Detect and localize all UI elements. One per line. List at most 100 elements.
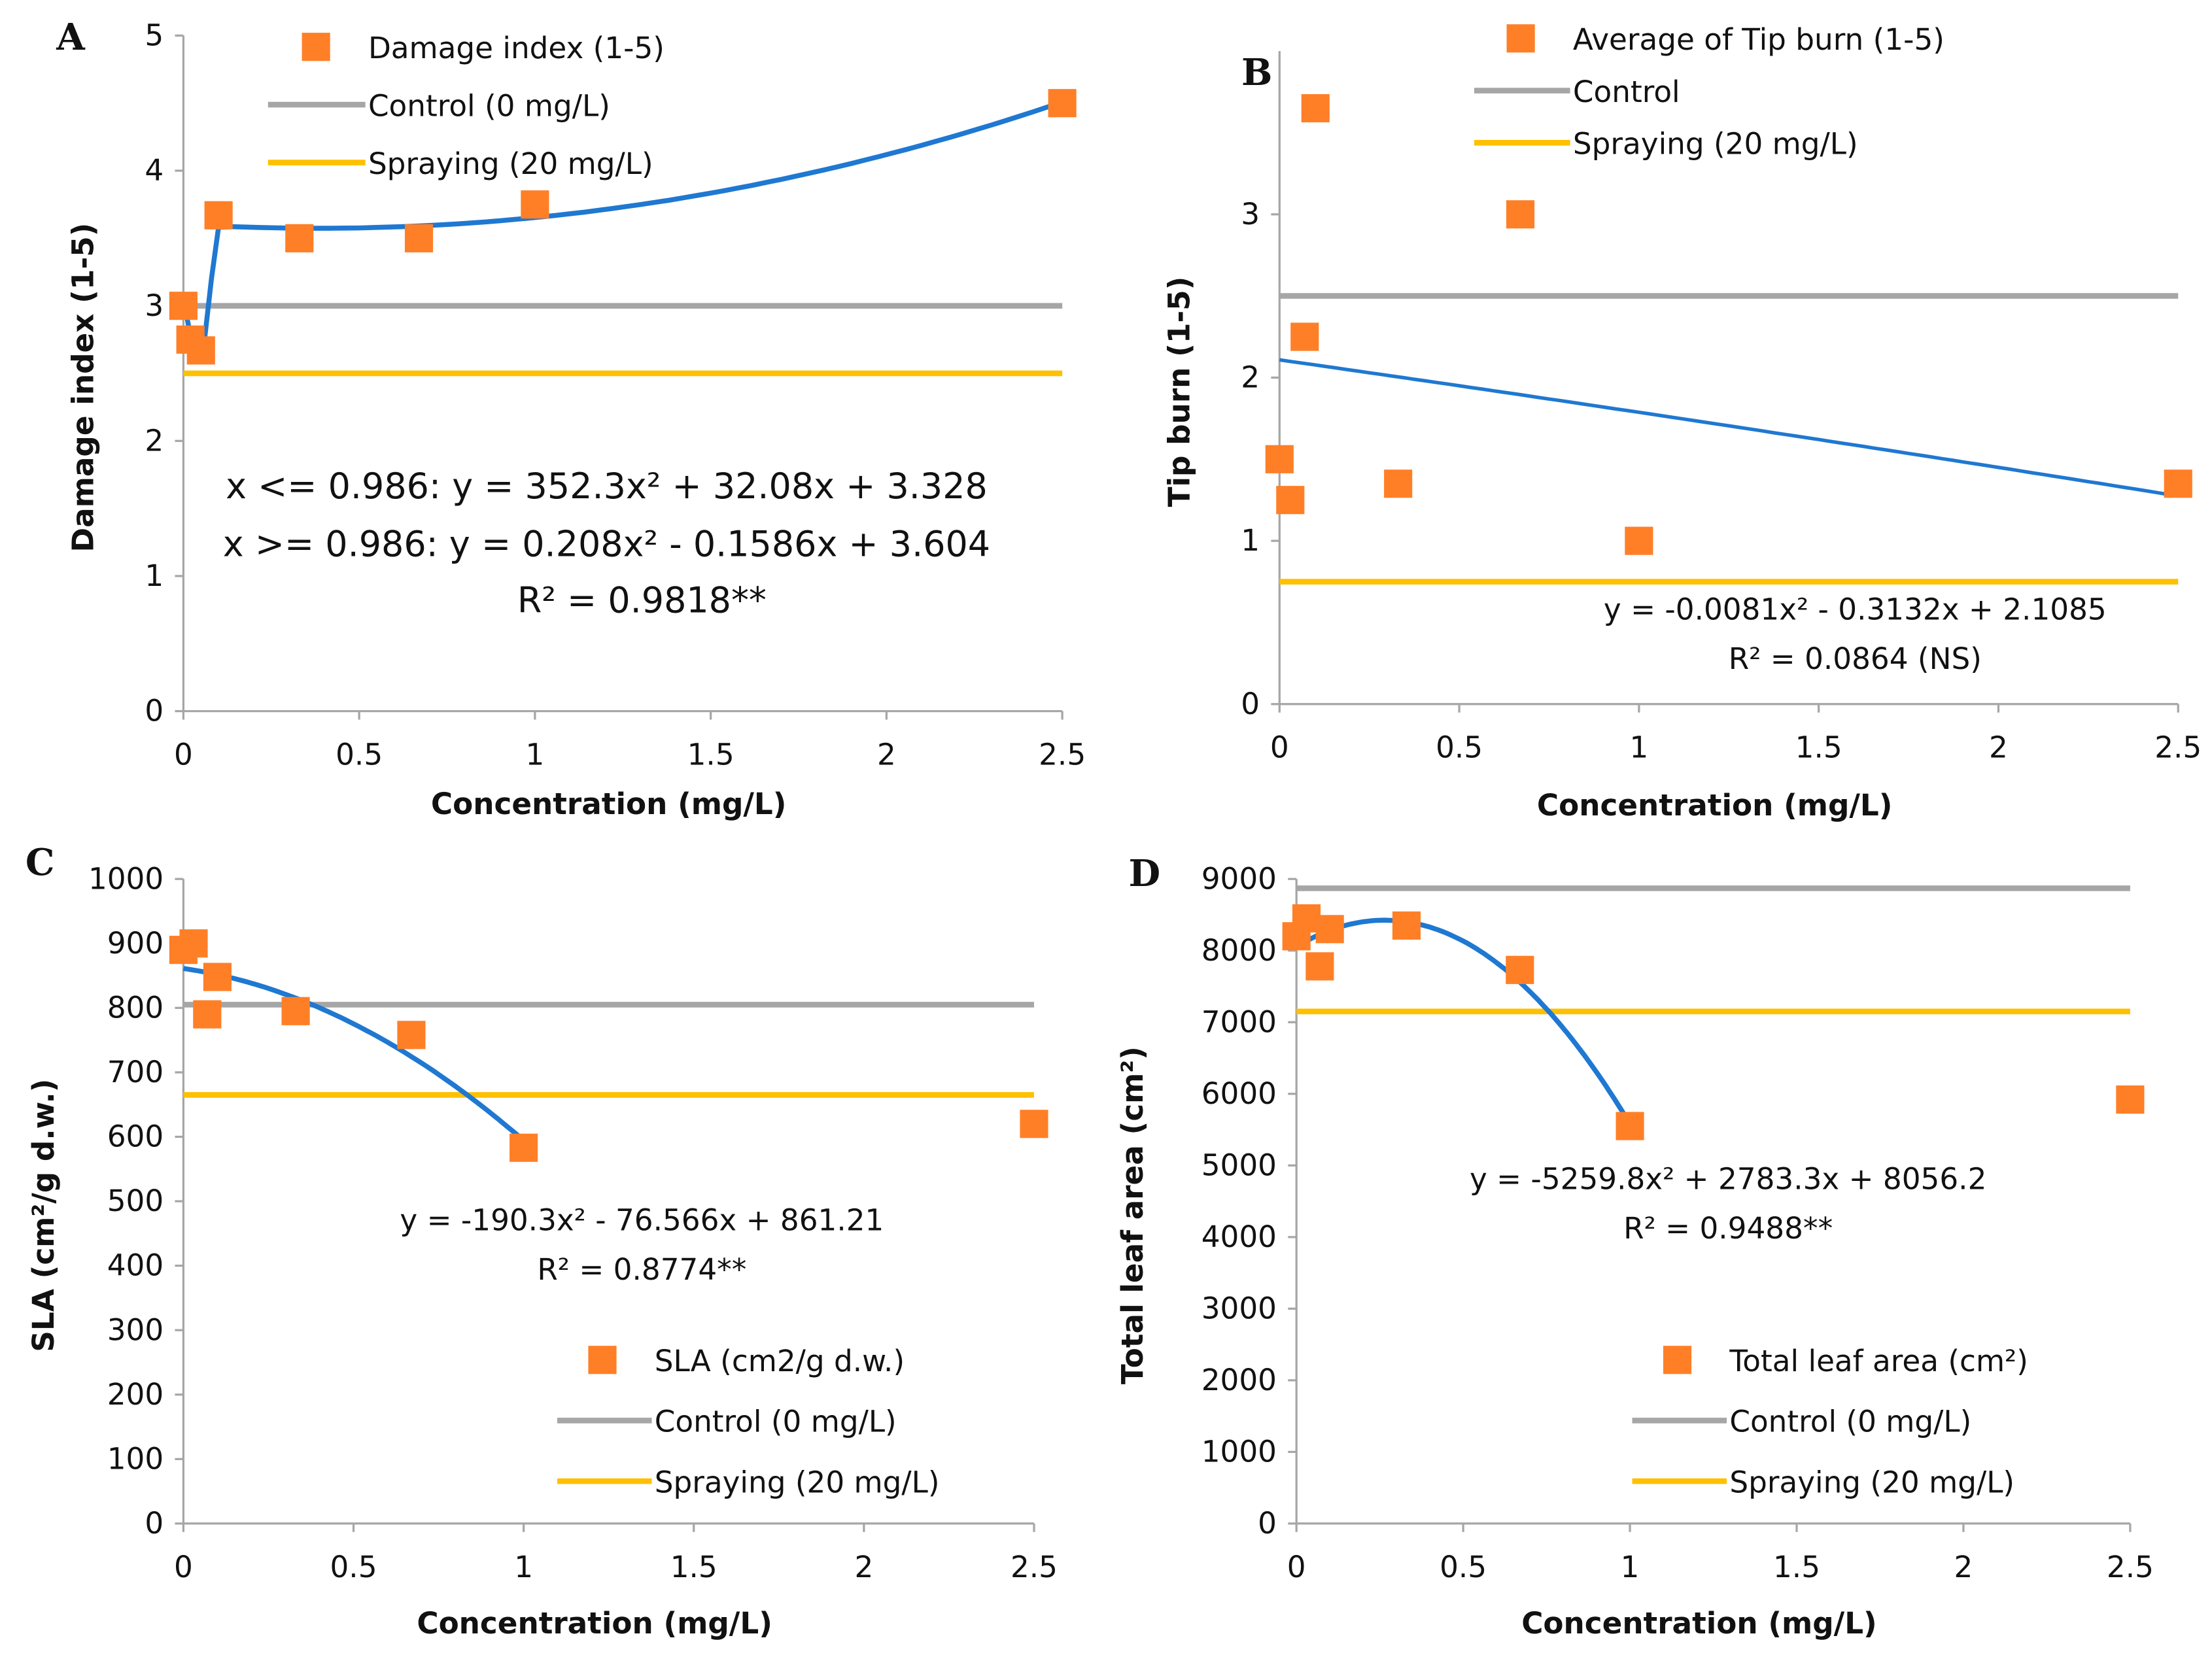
- y-tick-label: 900: [107, 926, 164, 961]
- data-point: [1506, 200, 1535, 229]
- x-tick-label: 0: [174, 1550, 193, 1584]
- data-point: [1301, 94, 1330, 123]
- trend-line: [182, 966, 526, 1142]
- data-point: [186, 336, 215, 365]
- panel-label: C: [26, 841, 55, 884]
- trend-equation: R² = 0.9818**: [517, 580, 767, 621]
- trend-line: [181, 99, 1063, 362]
- y-tick-label: 3: [145, 288, 164, 323]
- legend: Damage index (1-5) Control (0 mg/L) Sprayi…: [268, 31, 665, 181]
- data-point: [1506, 955, 1534, 984]
- data-point: [1305, 952, 1334, 981]
- y-tick-label: 500: [107, 1184, 164, 1218]
- x-tick-label: 0.5: [1436, 730, 1483, 765]
- legend-marker-points: [1506, 24, 1535, 53]
- y-tick-label: 100: [107, 1441, 164, 1476]
- panel-label: B: [1241, 51, 1272, 94]
- legend-label: Average of Tip burn (1-5): [1573, 22, 1944, 57]
- data-point: [193, 1000, 222, 1029]
- data-point: [179, 929, 208, 958]
- x-tick-label: 1.5: [670, 1550, 717, 1584]
- y-tick-label: 0: [1241, 687, 1260, 721]
- legend-marker-points: [1663, 1346, 1692, 1374]
- y-tick-label: 700: [107, 1055, 164, 1089]
- data-point: [285, 224, 314, 252]
- x-axis-title: Concentration (mg/L): [1521, 1606, 1877, 1641]
- y-tick-label: 2000: [1201, 1363, 1277, 1397]
- data-point: [1048, 89, 1077, 118]
- x-tick-label: 2: [1954, 1550, 1973, 1584]
- x-tick-label: 1: [1629, 730, 1648, 765]
- x-tick-label: 1.5: [687, 738, 734, 772]
- legend-label: Control (0 mg/L): [655, 1405, 897, 1439]
- x-tick-label: 2.5: [2154, 730, 2202, 765]
- y-tick-label: 300: [107, 1312, 164, 1347]
- panel-C: C 0 100 200 300 400 500 600 700 800 900 1000 0 0.5 1 1.…: [26, 841, 1058, 1641]
- trend-equation: R² = 0.8774**: [537, 1252, 746, 1287]
- x-tick-label: 0: [1270, 730, 1289, 765]
- y-axis-title: Total leaf area (cm²): [1115, 1046, 1150, 1384]
- panel-label: A: [56, 16, 86, 59]
- y-tick-label: 400: [107, 1248, 164, 1283]
- data-point: [1384, 469, 1413, 498]
- y-axis-title: Damage index (1-5): [65, 223, 100, 553]
- data-point: [281, 997, 310, 1025]
- x-tick-label: 2.5: [2107, 1550, 2154, 1584]
- data-point: [1616, 1112, 1644, 1140]
- trend-equation: y = -0.0081x² - 0.3132x + 2.1085: [1604, 592, 2107, 626]
- x-tick-label: 2: [1989, 730, 2008, 765]
- x-tick-label: 0: [174, 738, 193, 772]
- x-tick-label: 2.5: [1039, 738, 1086, 772]
- legend: Total leaf area (cm²) Control (0 mg/L) Spr…: [1632, 1344, 2028, 1499]
- legend-label: Total leaf area (cm²): [1729, 1344, 2028, 1378]
- y-tick-label: 3000: [1201, 1291, 1277, 1325]
- data-point: [1625, 526, 1653, 555]
- y-tick-label: 9000: [1201, 861, 1277, 896]
- x-tick-label: 1: [514, 1550, 533, 1584]
- y-tick-label: 2: [145, 423, 164, 458]
- y-tick-label: 200: [107, 1377, 164, 1412]
- data-point: [510, 1133, 538, 1162]
- data-point: [1020, 1110, 1048, 1138]
- data-point: [203, 963, 232, 991]
- data-point: [2164, 469, 2192, 498]
- x-tick-label: 2: [877, 738, 896, 772]
- legend: SLA (cm2/g d.w.) Control (0 mg/L) Spraying…: [557, 1344, 940, 1499]
- data-point: [521, 190, 549, 219]
- y-tick-label: 2: [1241, 360, 1260, 395]
- y-axis-title: SLA (cm²/g d.w.): [26, 1079, 61, 1352]
- x-tick-label: 0.5: [336, 738, 383, 772]
- y-tick-label: 5000: [1201, 1148, 1277, 1182]
- y-tick-label: 1: [1241, 523, 1260, 558]
- y-tick-label: 0: [145, 694, 164, 728]
- data-point: [1276, 486, 1305, 515]
- legend-label: Control: [1573, 75, 1680, 109]
- panel-B: B 0 1 2 3 0 0.5 1 1.5 2 2.5 Concentration (mg/L) Tip…: [1162, 22, 2202, 823]
- trend-equation: y = -190.3x² - 76.566x + 861.21: [400, 1203, 884, 1237]
- y-tick-label: 800: [107, 990, 164, 1025]
- y-tick-label: 3: [1241, 197, 1260, 231]
- legend-marker-points: [302, 33, 330, 61]
- panel-label: D: [1129, 852, 1161, 895]
- x-tick-label: 1: [1621, 1550, 1640, 1584]
- x-tick-label: 1.5: [1773, 1550, 1820, 1584]
- data-point: [404, 224, 434, 252]
- legend-marker-points: [588, 1346, 617, 1374]
- x-tick-label: 0.5: [330, 1550, 377, 1584]
- y-tick-label: 0: [1258, 1506, 1277, 1541]
- trend-equation: R² = 0.9488**: [1623, 1211, 1833, 1246]
- x-tick-label: 0.5: [1440, 1550, 1487, 1584]
- y-tick-label: 1000: [88, 861, 164, 896]
- data-point: [1315, 915, 1344, 944]
- data-point: [1392, 911, 1421, 940]
- x-tick-label: 2.5: [1011, 1550, 1058, 1584]
- trend-equation: x >= 0.986: y = 0.208x² - 0.1586x + 3.60…: [223, 523, 990, 564]
- y-tick-label: 4: [145, 153, 164, 188]
- legend-label: Control (0 mg/L): [1729, 1405, 1971, 1439]
- y-tick-label: 600: [107, 1119, 164, 1154]
- x-axis-title: Concentration (mg/L): [431, 787, 787, 821]
- trend-equation: R² = 0.0864 (NS): [1729, 641, 1982, 676]
- legend: Average of Tip burn (1-5) Control Spraying…: [1474, 22, 1944, 162]
- y-tick-label: 5: [145, 18, 164, 53]
- trend-equation: y = -5259.8x² + 2783.3x + 8056.2: [1470, 1162, 1986, 1197]
